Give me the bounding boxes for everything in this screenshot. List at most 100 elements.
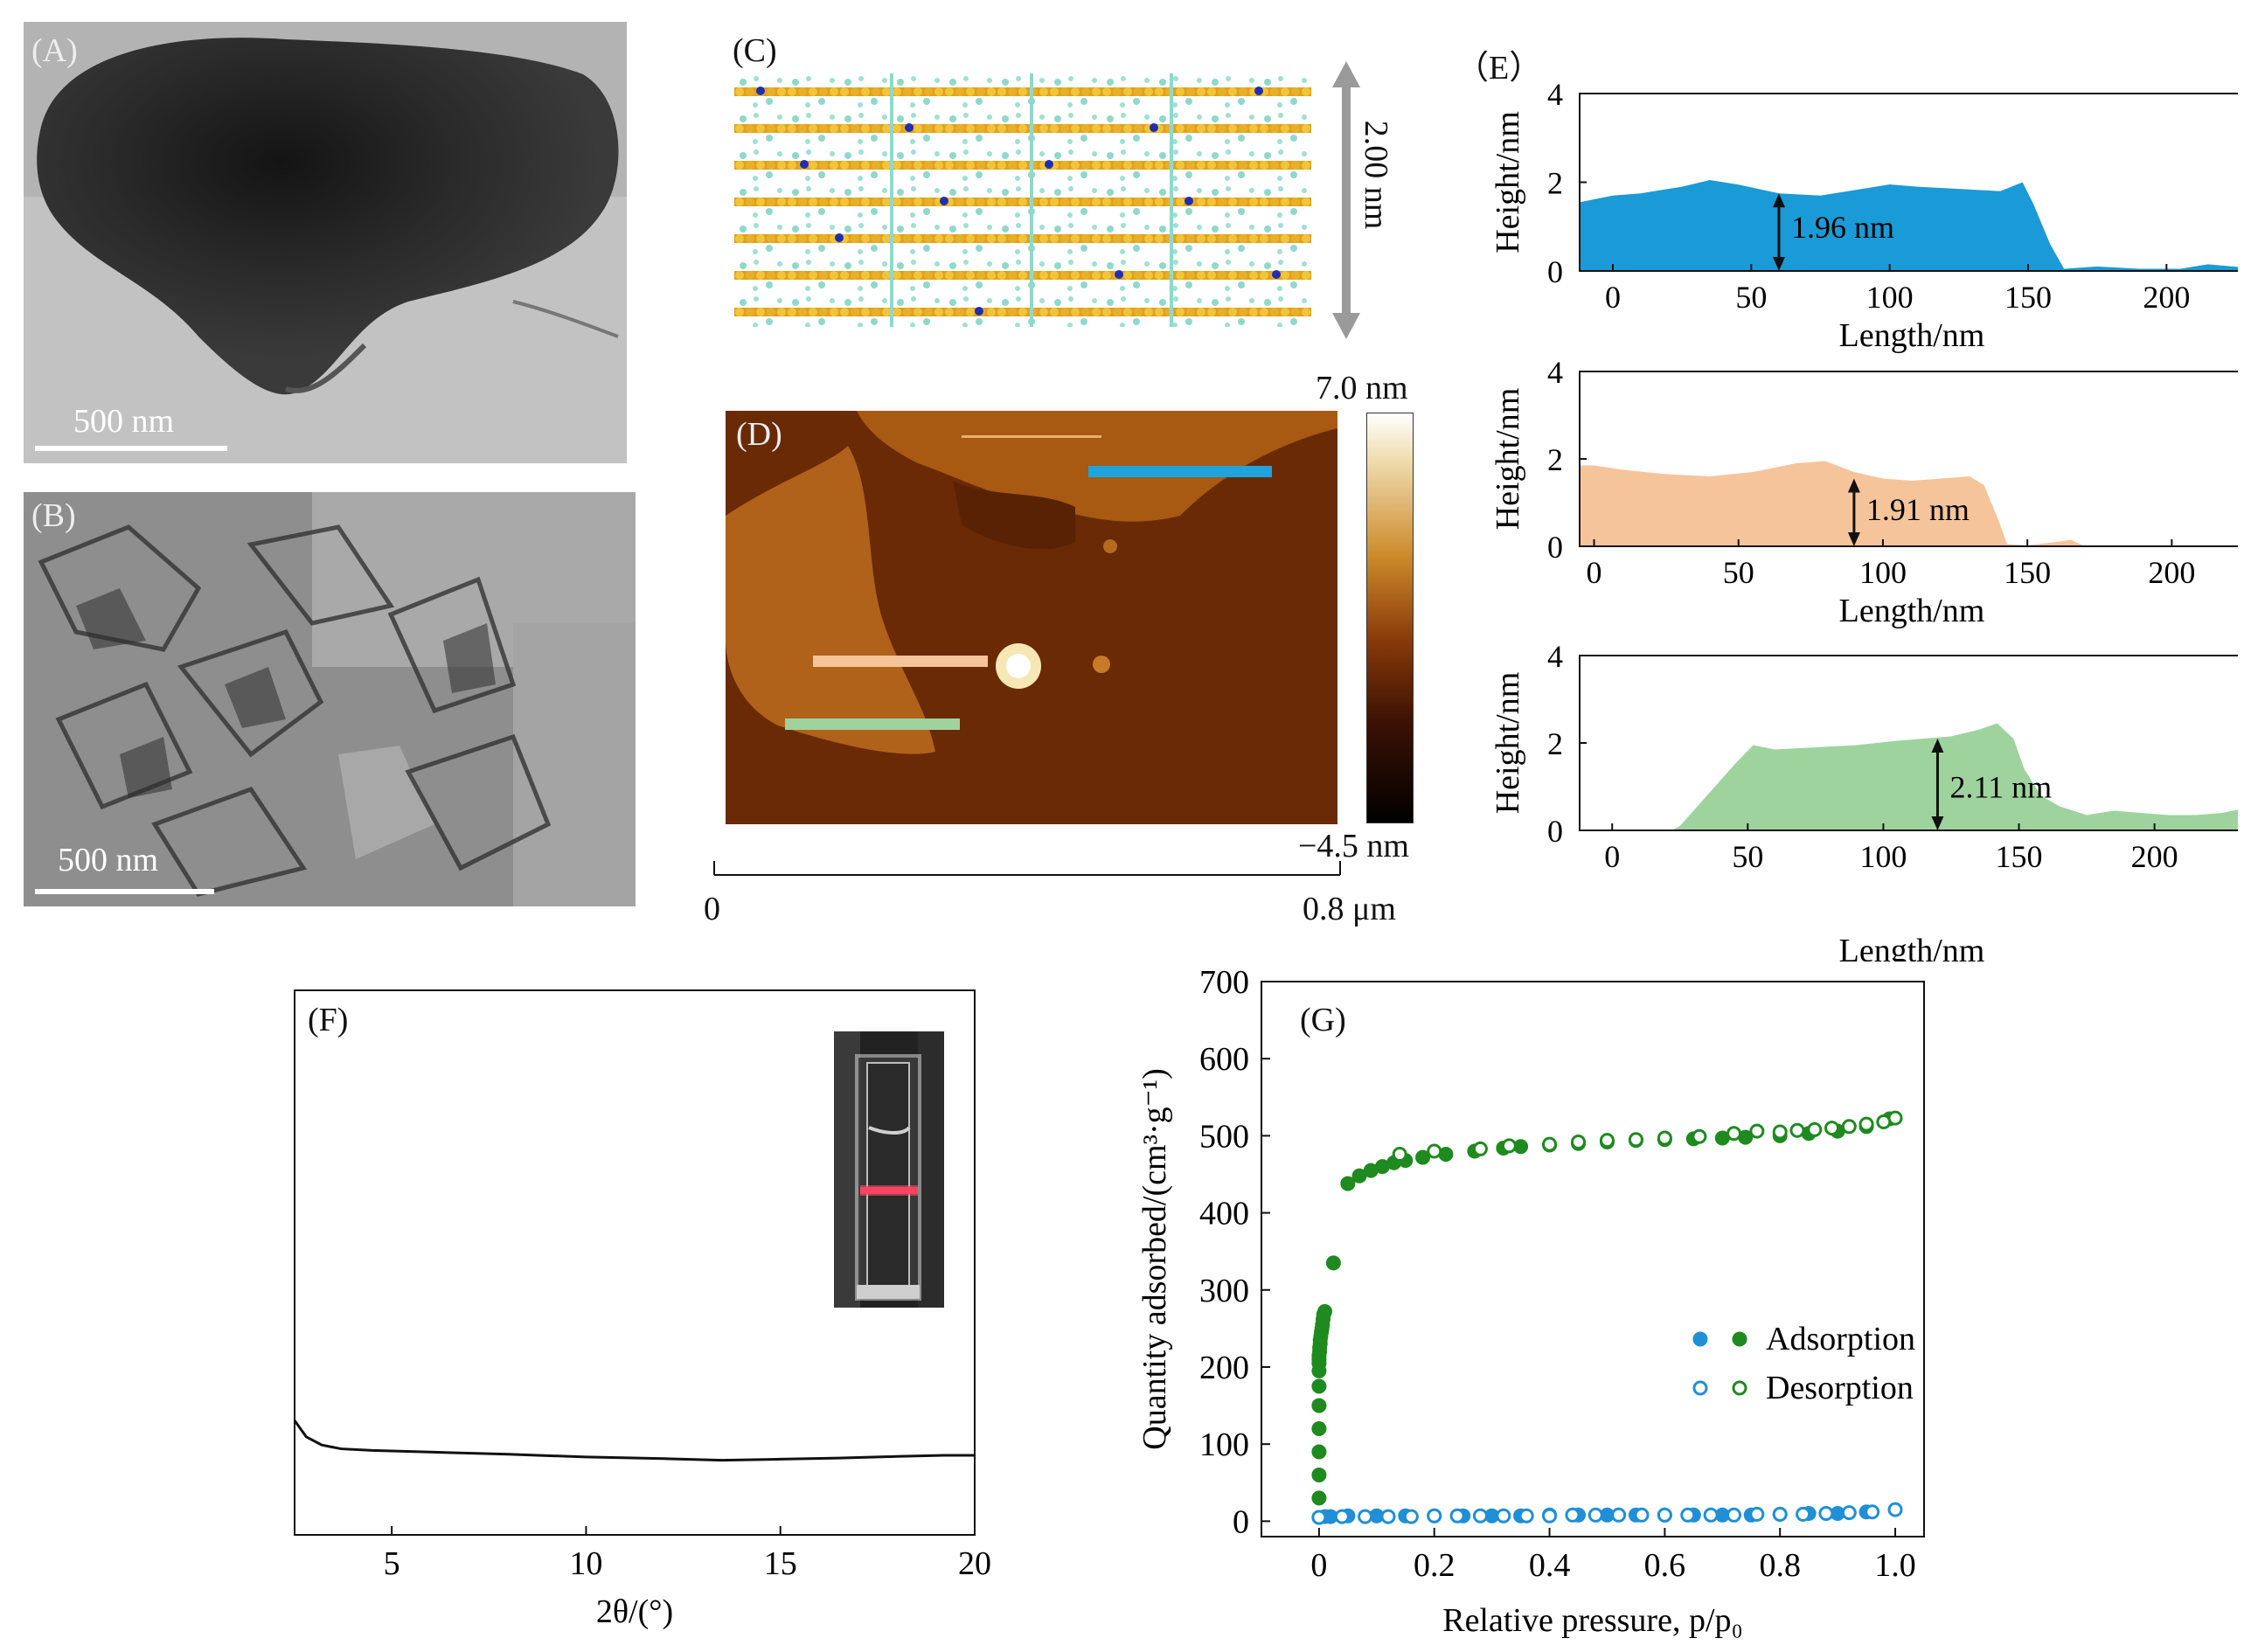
G-point-adsorption-0 (1325, 1255, 1341, 1271)
panel-d-line-orange (813, 656, 988, 667)
G-point-desorption-3 (1496, 1508, 1511, 1524)
G-point-desorption-1 (1392, 1147, 1407, 1163)
G-point-desorption-3 (1358, 1509, 1373, 1524)
G-point-desorption-3 (1542, 1508, 1558, 1524)
E1-ytick-label: 0 (1547, 254, 1563, 289)
G-legend-marker-adsorption-green (1732, 1331, 1747, 1347)
panel-a-scale-label: 500 nm (73, 403, 175, 440)
F-xtick-label: 5 (384, 1545, 400, 1582)
G-point-adsorption-0 (1311, 1378, 1327, 1394)
G-legend-marker-desorption-green (1732, 1380, 1747, 1396)
G-point-desorption-3 (1518, 1508, 1534, 1524)
G-point-desorption-1 (1807, 1121, 1823, 1137)
G-point-desorption-1 (1427, 1143, 1442, 1159)
E2-xtick-label: 0 (1587, 555, 1602, 590)
G-xtick-label: 0.4 (1529, 1547, 1571, 1584)
panel-f-label: (F) (308, 1002, 349, 1038)
E2-xlabel: Length/nm (1839, 593, 1985, 629)
panel-d-colorbar-max: 7.0 nm (1316, 370, 1408, 406)
panel-f-inset-photo (834, 1031, 944, 1308)
E2-xtick-label: 150 (2004, 555, 2051, 590)
panel-a-tem-image (24, 22, 627, 463)
E3-arrow-head-top (1931, 739, 1944, 753)
E2-ytick-label: 4 (1547, 355, 1563, 390)
E3-xtick-label: 200 (2131, 839, 2178, 874)
G-point-desorption-1 (1749, 1123, 1765, 1139)
G-xtick-label: 0 (1310, 1547, 1327, 1584)
G-point-desorption-3 (1565, 1507, 1581, 1523)
G-point-desorption-3 (1334, 1509, 1350, 1524)
panel-d-colorbar (1366, 413, 1414, 823)
G-point-desorption-3 (1887, 1502, 1903, 1517)
E3-ytick-label: 2 (1547, 726, 1563, 761)
G-point-desorption-1 (1472, 1141, 1488, 1156)
G-ytick-label: 500 (1199, 1118, 1249, 1155)
G-point-desorption-3 (1726, 1507, 1741, 1523)
E1-annotation: 1.96 nm (1791, 210, 1894, 245)
E2-area (1580, 461, 2238, 546)
G-point-desorption-3 (1865, 1504, 1880, 1520)
panel-d-label: (D) (736, 416, 782, 453)
G-xtick-label: 1.0 (1874, 1547, 1916, 1584)
G-point-adsorption-0 (1311, 1490, 1327, 1506)
panel-e-label: （E） (1455, 50, 1543, 87)
panel-d-afm-image (726, 411, 1337, 824)
panel-d-line-blue (1088, 466, 1272, 477)
G-point-desorption-1 (1692, 1128, 1707, 1144)
G-ytick-label: 100 (1199, 1426, 1249, 1463)
G-point-desorption-3 (1472, 1508, 1488, 1524)
E3-annotation: 2.11 nm (1949, 770, 2052, 805)
F-xtick-label: 20 (958, 1545, 991, 1582)
panel-f-inset-cuvette (834, 1031, 944, 1308)
G-point-adsorption-0 (1311, 1421, 1327, 1437)
G-point-adsorption-0 (1311, 1444, 1327, 1460)
panel-c-dimension-label: 2.00 nm (1358, 120, 1394, 230)
G-point-desorption-3 (1611, 1507, 1627, 1523)
E1-xtick-label: 100 (1866, 280, 1914, 315)
G-point-desorption-3 (1841, 1505, 1857, 1521)
G-point-desorption-3 (1380, 1509, 1396, 1524)
E2-ytick-label: 0 (1547, 530, 1563, 565)
G-point-desorption-1 (1571, 1134, 1587, 1149)
E3-arrow-head-bottom (1931, 816, 1944, 830)
G-point-desorption-1 (1772, 1124, 1788, 1140)
F-xtick-label: 10 (569, 1545, 602, 1582)
E1-arrow-head-bottom (1773, 257, 1785, 271)
E3-xtick-label: 0 (1604, 839, 1620, 874)
E3-ytick-label: 4 (1547, 639, 1563, 674)
G-point-desorption-3 (1634, 1507, 1650, 1523)
G-point-desorption-3 (1311, 1510, 1327, 1525)
E2-ytick-label: 2 (1547, 442, 1563, 477)
G-point-desorption-3 (1587, 1507, 1603, 1523)
panel-d-scale-axis (713, 861, 1341, 876)
panel-c-label: (C) (733, 32, 777, 69)
E2-xtick-label: 50 (1723, 555, 1754, 590)
E3-xtick-label: 150 (1996, 839, 2043, 874)
G-point-desorption-1 (1858, 1116, 1874, 1132)
E3-xtick-label: 100 (1859, 839, 1907, 874)
E1-xtick-label: 200 (2143, 280, 2190, 315)
G-ytick-label: 700 (1199, 964, 1249, 1001)
E1-xtick-label: 0 (1605, 280, 1621, 315)
G-point-desorption-1 (1789, 1122, 1805, 1138)
G-point-desorption-3 (1680, 1507, 1696, 1523)
E1-xtick-label: 150 (2004, 280, 2052, 315)
panel-b-scale-label: 500 nm (58, 842, 159, 878)
panel-a-tem-texture (24, 22, 627, 463)
E1-xtick-label: 50 (1735, 280, 1767, 315)
panel-g-label: (G) (1300, 1002, 1346, 1038)
G-point-desorption-3 (1427, 1508, 1442, 1524)
E1-ytick-label: 4 (1547, 77, 1563, 112)
panel-g-isotherm-chart: 0 100 200 300 400 500 600 700 0 0.2 0.4 0.6 0.8 1.0 Re… (1136, 964, 1925, 1639)
G-point-adsorption-0 (1311, 1398, 1327, 1413)
E1-xlabel: Length/nm (1839, 317, 1985, 354)
panel-f-xrd-chart: 5 10 15 20 2θ/(°) (293, 989, 991, 1630)
panel-b-scale-bar (35, 889, 214, 894)
E3-ytick-label: 0 (1547, 814, 1563, 849)
G-point-desorption-1 (1824, 1121, 1840, 1136)
panel-d-scale-end: 0.8 μm (1303, 891, 1396, 927)
E3-area (1580, 723, 2238, 830)
panel-b-tem-image (24, 492, 636, 906)
G-xtick-label: 0.2 (1414, 1547, 1455, 1584)
G-xtick-label: 0.8 (1759, 1547, 1800, 1584)
